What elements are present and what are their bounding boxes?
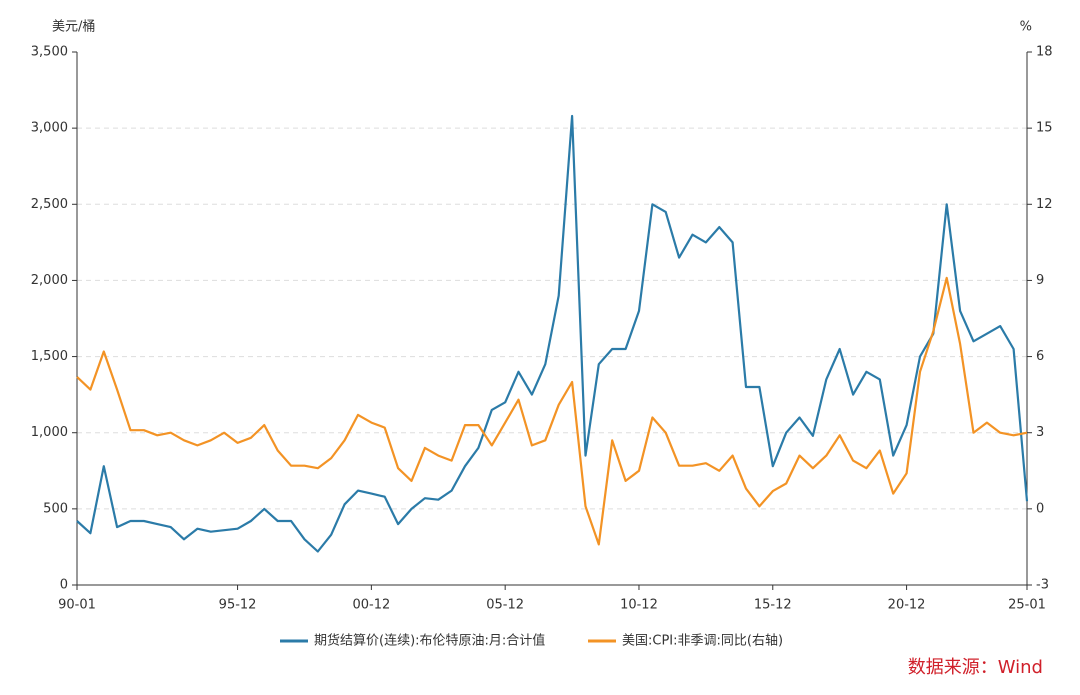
- series-line: [76, 114, 1029, 553]
- y2-tick-label: -3: [1036, 578, 1049, 593]
- source-note: 数据来源：Wind: [908, 657, 1043, 678]
- y-tick-label: 1,000: [31, 425, 68, 440]
- y2-tick-label: 12: [1036, 197, 1053, 212]
- x-tick-label: 05-12: [486, 598, 524, 613]
- series-line: [76, 276, 1028, 546]
- y-tick-label: 0: [60, 578, 68, 593]
- y-tick-label: 1,500: [31, 349, 68, 364]
- x-tick-label: 00-12: [352, 598, 390, 613]
- y-tick-label: 3,000: [31, 121, 68, 136]
- legend-label: 美国:CPI:非季调:同比(右轴): [622, 634, 783, 649]
- y2-tick-label: 9: [1036, 273, 1044, 288]
- y-tick-label: 3,500: [31, 45, 68, 60]
- y2-tick-label: 15: [1036, 121, 1053, 136]
- y2-tick-label: 6: [1036, 349, 1044, 364]
- x-tick-label: 20-12: [888, 598, 926, 613]
- legend-label: 期货结算价(连续):布伦特原油:月:合计值: [314, 633, 545, 649]
- y2-tick-label: 3: [1036, 425, 1044, 440]
- y-axis-label: 美元/桶: [52, 20, 95, 35]
- y-tick-label: 500: [43, 501, 68, 516]
- x-tick-label: 25-01: [1008, 598, 1046, 613]
- y2-tick-label: 18: [1036, 45, 1053, 60]
- y-tick-label: 2,000: [31, 273, 68, 288]
- y2-tick-label: 0: [1036, 501, 1044, 516]
- x-tick-label: 95-12: [219, 598, 257, 613]
- x-tick-label: 10-12: [620, 598, 658, 613]
- x-tick-label: 90-01: [58, 598, 96, 613]
- y-tick-label: 2,500: [31, 197, 68, 212]
- y2-axis-label: %: [1020, 20, 1032, 35]
- x-tick-label: 15-12: [754, 598, 792, 613]
